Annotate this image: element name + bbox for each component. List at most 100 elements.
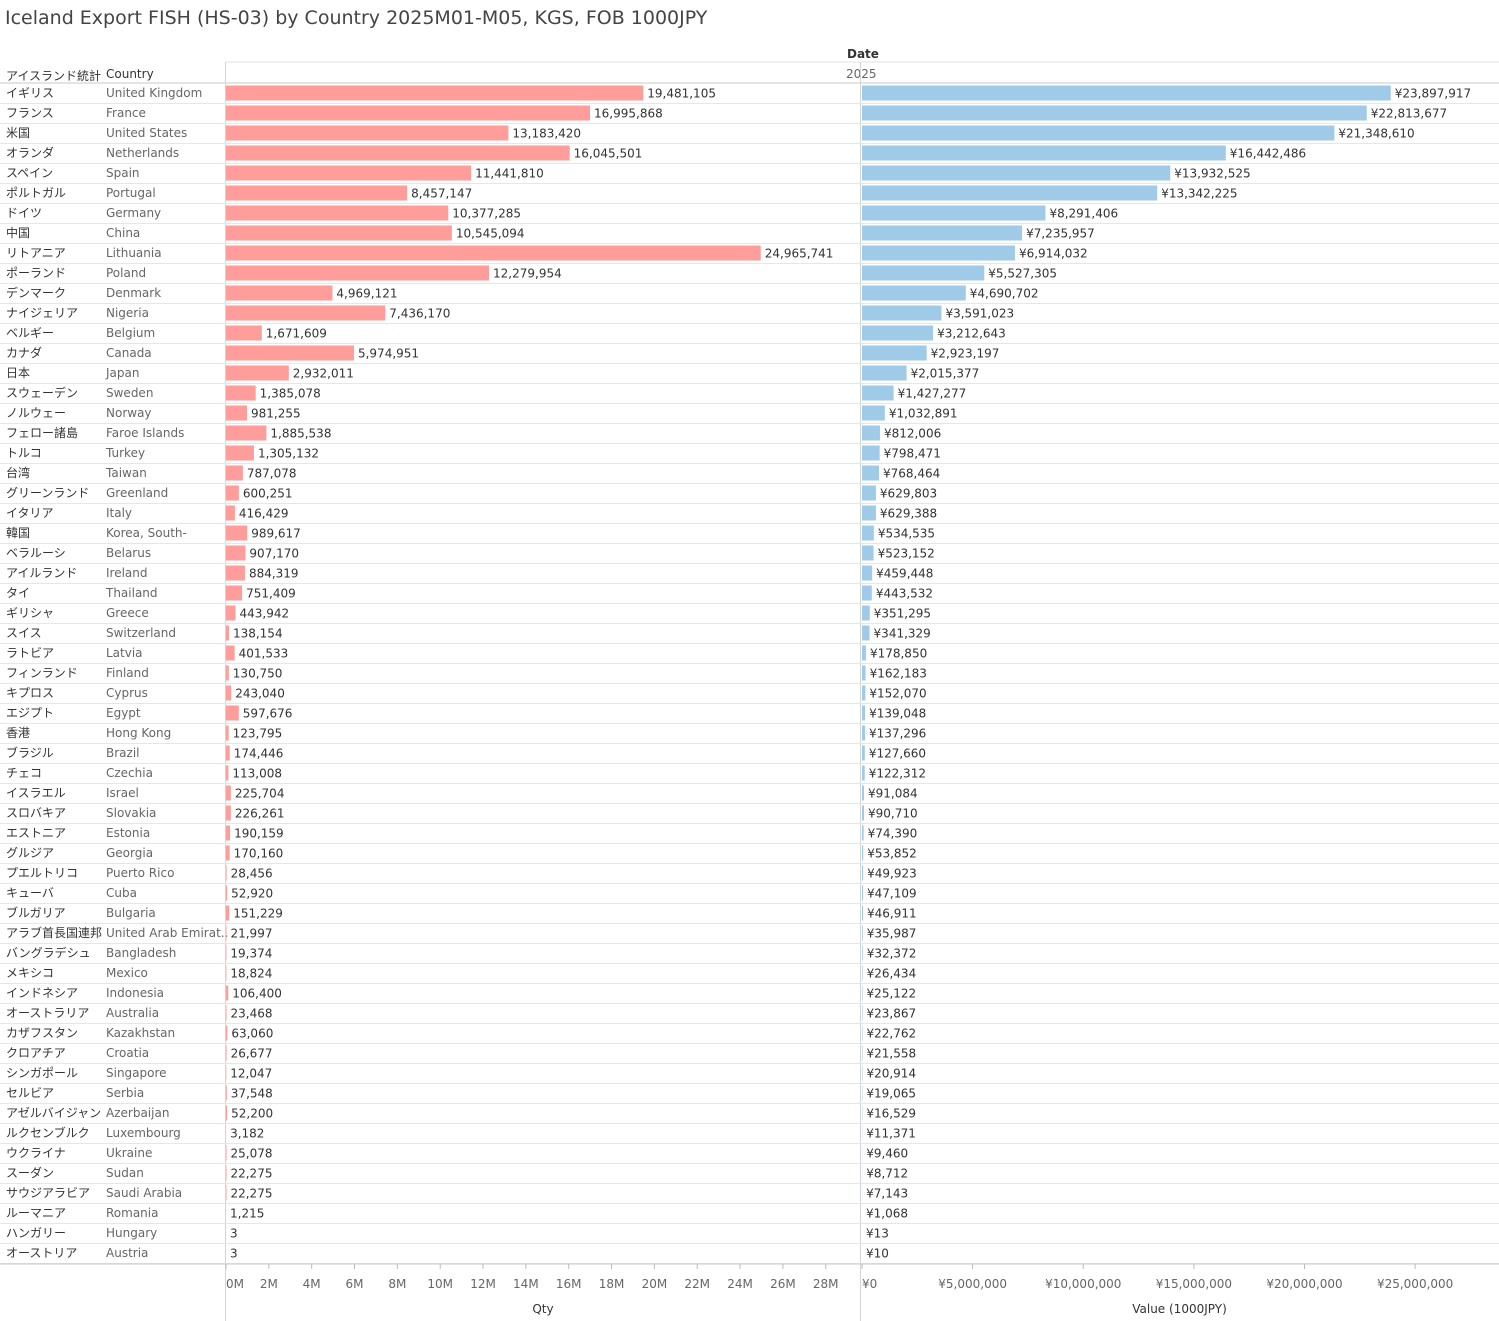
qty-bar	[226, 725, 229, 741]
qty-axis-tick-label: 12M	[470, 1277, 496, 1291]
table-row: グルジア Georgia 170,160 ¥53,852	[0, 845, 1499, 864]
value-data-label: ¥16,529	[866, 1107, 916, 1121]
japanese-country-label: ベラルーシ	[6, 546, 66, 560]
japanese-country-label: エジプト	[6, 706, 54, 720]
qty-data-label: 243,040	[235, 687, 285, 701]
qty-data-label: 1,671,609	[266, 327, 327, 341]
value-data-label: ¥8,712	[866, 1167, 908, 1181]
country-label: Germany	[106, 206, 161, 220]
qty-data-label: 19,481,105	[647, 87, 716, 101]
table-row: アラブ首長国連邦 United Arab Emirat.. 21,997 ¥35,98…	[0, 925, 1499, 944]
chart-title: Iceland Export FISH (HS-03) by Country 2…	[5, 7, 708, 29]
qty-data-label: 2,932,011	[293, 367, 354, 381]
qty-bar	[226, 825, 231, 841]
country-label: Denmark	[106, 286, 161, 300]
qty-data-label: 751,409	[246, 587, 296, 601]
qty-bar	[226, 385, 256, 401]
value-bar	[862, 865, 864, 881]
value-bar	[862, 385, 894, 401]
table-row: オーストリア Austria 3 ¥10	[0, 1245, 1499, 1264]
japanese-country-label: リトアニア	[6, 246, 66, 260]
value-data-label: ¥629,388	[880, 507, 937, 521]
qty-bar	[226, 1025, 228, 1041]
table-row: バングラデシュ Bangladesh 19,374 ¥32,372	[0, 945, 1499, 964]
value-data-label: ¥9,460	[866, 1147, 908, 1161]
qty-data-label: 16,045,501	[574, 147, 643, 161]
japanese-country-label: フランス	[6, 106, 54, 120]
qty-data-label: 443,942	[240, 607, 290, 621]
table-row: エジプト Egypt 597,676 ¥139,048	[0, 705, 1499, 724]
qty-data-label: 63,060	[231, 1027, 273, 1041]
country-label: Poland	[106, 266, 146, 280]
table-row: ブルガリア Bulgaria 151,229 ¥46,911	[0, 905, 1499, 924]
japanese-country-label: キプロス	[6, 686, 54, 700]
qty-axis-tick-label: 18M	[599, 1277, 625, 1291]
qty-bar	[226, 885, 228, 901]
value-bar	[862, 785, 865, 801]
qty-bar	[226, 365, 289, 381]
qty-bar	[226, 545, 246, 561]
country-label: Serbia	[106, 1086, 144, 1100]
country-label: Turkey	[105, 446, 145, 460]
value-bar	[862, 365, 907, 381]
country-label: France	[106, 106, 146, 120]
qty-data-label: 10,545,094	[456, 227, 525, 241]
country-label: Greenland	[106, 486, 168, 500]
value-data-label: ¥459,448	[876, 567, 933, 581]
qty-data-label: 416,429	[239, 507, 289, 521]
qty-axis-tick-label: 14M	[513, 1277, 539, 1291]
japanese-country-label: カナダ	[6, 345, 42, 360]
qty-bar	[226, 765, 229, 781]
value-data-label: ¥32,372	[867, 947, 917, 961]
value-axis-tick-label: ¥15,000,000	[1156, 1277, 1232, 1291]
japanese-country-label: アイルランド	[6, 566, 77, 580]
value-bar	[862, 665, 866, 681]
country-label: United Arab Emirat..	[106, 926, 228, 940]
country-label: Korea, South-	[106, 526, 187, 540]
japanese-country-label: アゼルバイジャン	[6, 1106, 101, 1120]
value-data-label: ¥21,558	[866, 1047, 916, 1061]
table-row: カナダ Canada 5,974,951 ¥2,923,197	[0, 345, 1499, 364]
table-row: プエルトリコ Puerto Rico 28,456 ¥49,923	[0, 865, 1499, 884]
qty-data-label: 28,456	[231, 867, 273, 881]
value-data-label: ¥10	[866, 1247, 889, 1261]
country-label: Belarus	[106, 546, 151, 560]
value-data-label: ¥91,084	[868, 787, 918, 801]
value-data-label: ¥5,527,305	[988, 267, 1057, 281]
qty-data-label: 989,617	[251, 527, 301, 541]
country-label: Netherlands	[106, 146, 179, 160]
value-data-label: ¥20,914	[866, 1067, 916, 1081]
japanese-country-label: ポーランド	[6, 266, 66, 280]
japanese-name-column-header: アイスランド統計	[6, 69, 102, 83]
country-label: Ukraine	[106, 1146, 152, 1160]
table-row: ルーマニア Romania 1,215 ¥1,068	[0, 1205, 1499, 1224]
value-data-label: ¥49,923	[867, 867, 917, 881]
japanese-country-label: スイス	[6, 626, 42, 640]
qty-data-label: 13,183,420	[512, 127, 581, 141]
table-row: ウクライナ Ukraine 25,078 ¥9,460	[0, 1145, 1499, 1164]
value-axis-tick-label: ¥0	[862, 1277, 877, 1291]
qty-data-label: 1,885,538	[270, 427, 331, 441]
qty-data-label: 12,279,954	[493, 267, 562, 281]
qty-axis-title: Qty	[532, 1302, 553, 1316]
country-label: Estonia	[106, 826, 150, 840]
qty-data-label: 907,170	[249, 547, 299, 561]
japanese-country-label: クロアチア	[6, 1046, 66, 1060]
value-data-label: ¥22,813,677	[1371, 107, 1447, 121]
value-bar	[862, 325, 934, 341]
value-bar	[862, 345, 927, 361]
qty-bar	[226, 905, 230, 921]
japanese-country-label: デンマーク	[6, 285, 66, 300]
value-data-label: ¥22,762	[867, 1027, 917, 1041]
qty-data-label: 8,457,147	[411, 187, 472, 201]
value-bar	[862, 605, 870, 621]
qty-data-label: 884,319	[249, 567, 299, 581]
qty-data-label: 981,255	[251, 407, 301, 421]
table-row: スウェーデン Sweden 1,385,078 ¥1,427,277	[0, 385, 1499, 404]
country-label: Ireland	[106, 566, 148, 580]
qty-axis-tick-label: 8M	[388, 1277, 406, 1291]
qty-data-label: 1,215	[230, 1207, 264, 1221]
value-data-label: ¥1,032,891	[889, 407, 958, 421]
qty-bar	[226, 145, 570, 161]
value-bar	[862, 545, 874, 561]
